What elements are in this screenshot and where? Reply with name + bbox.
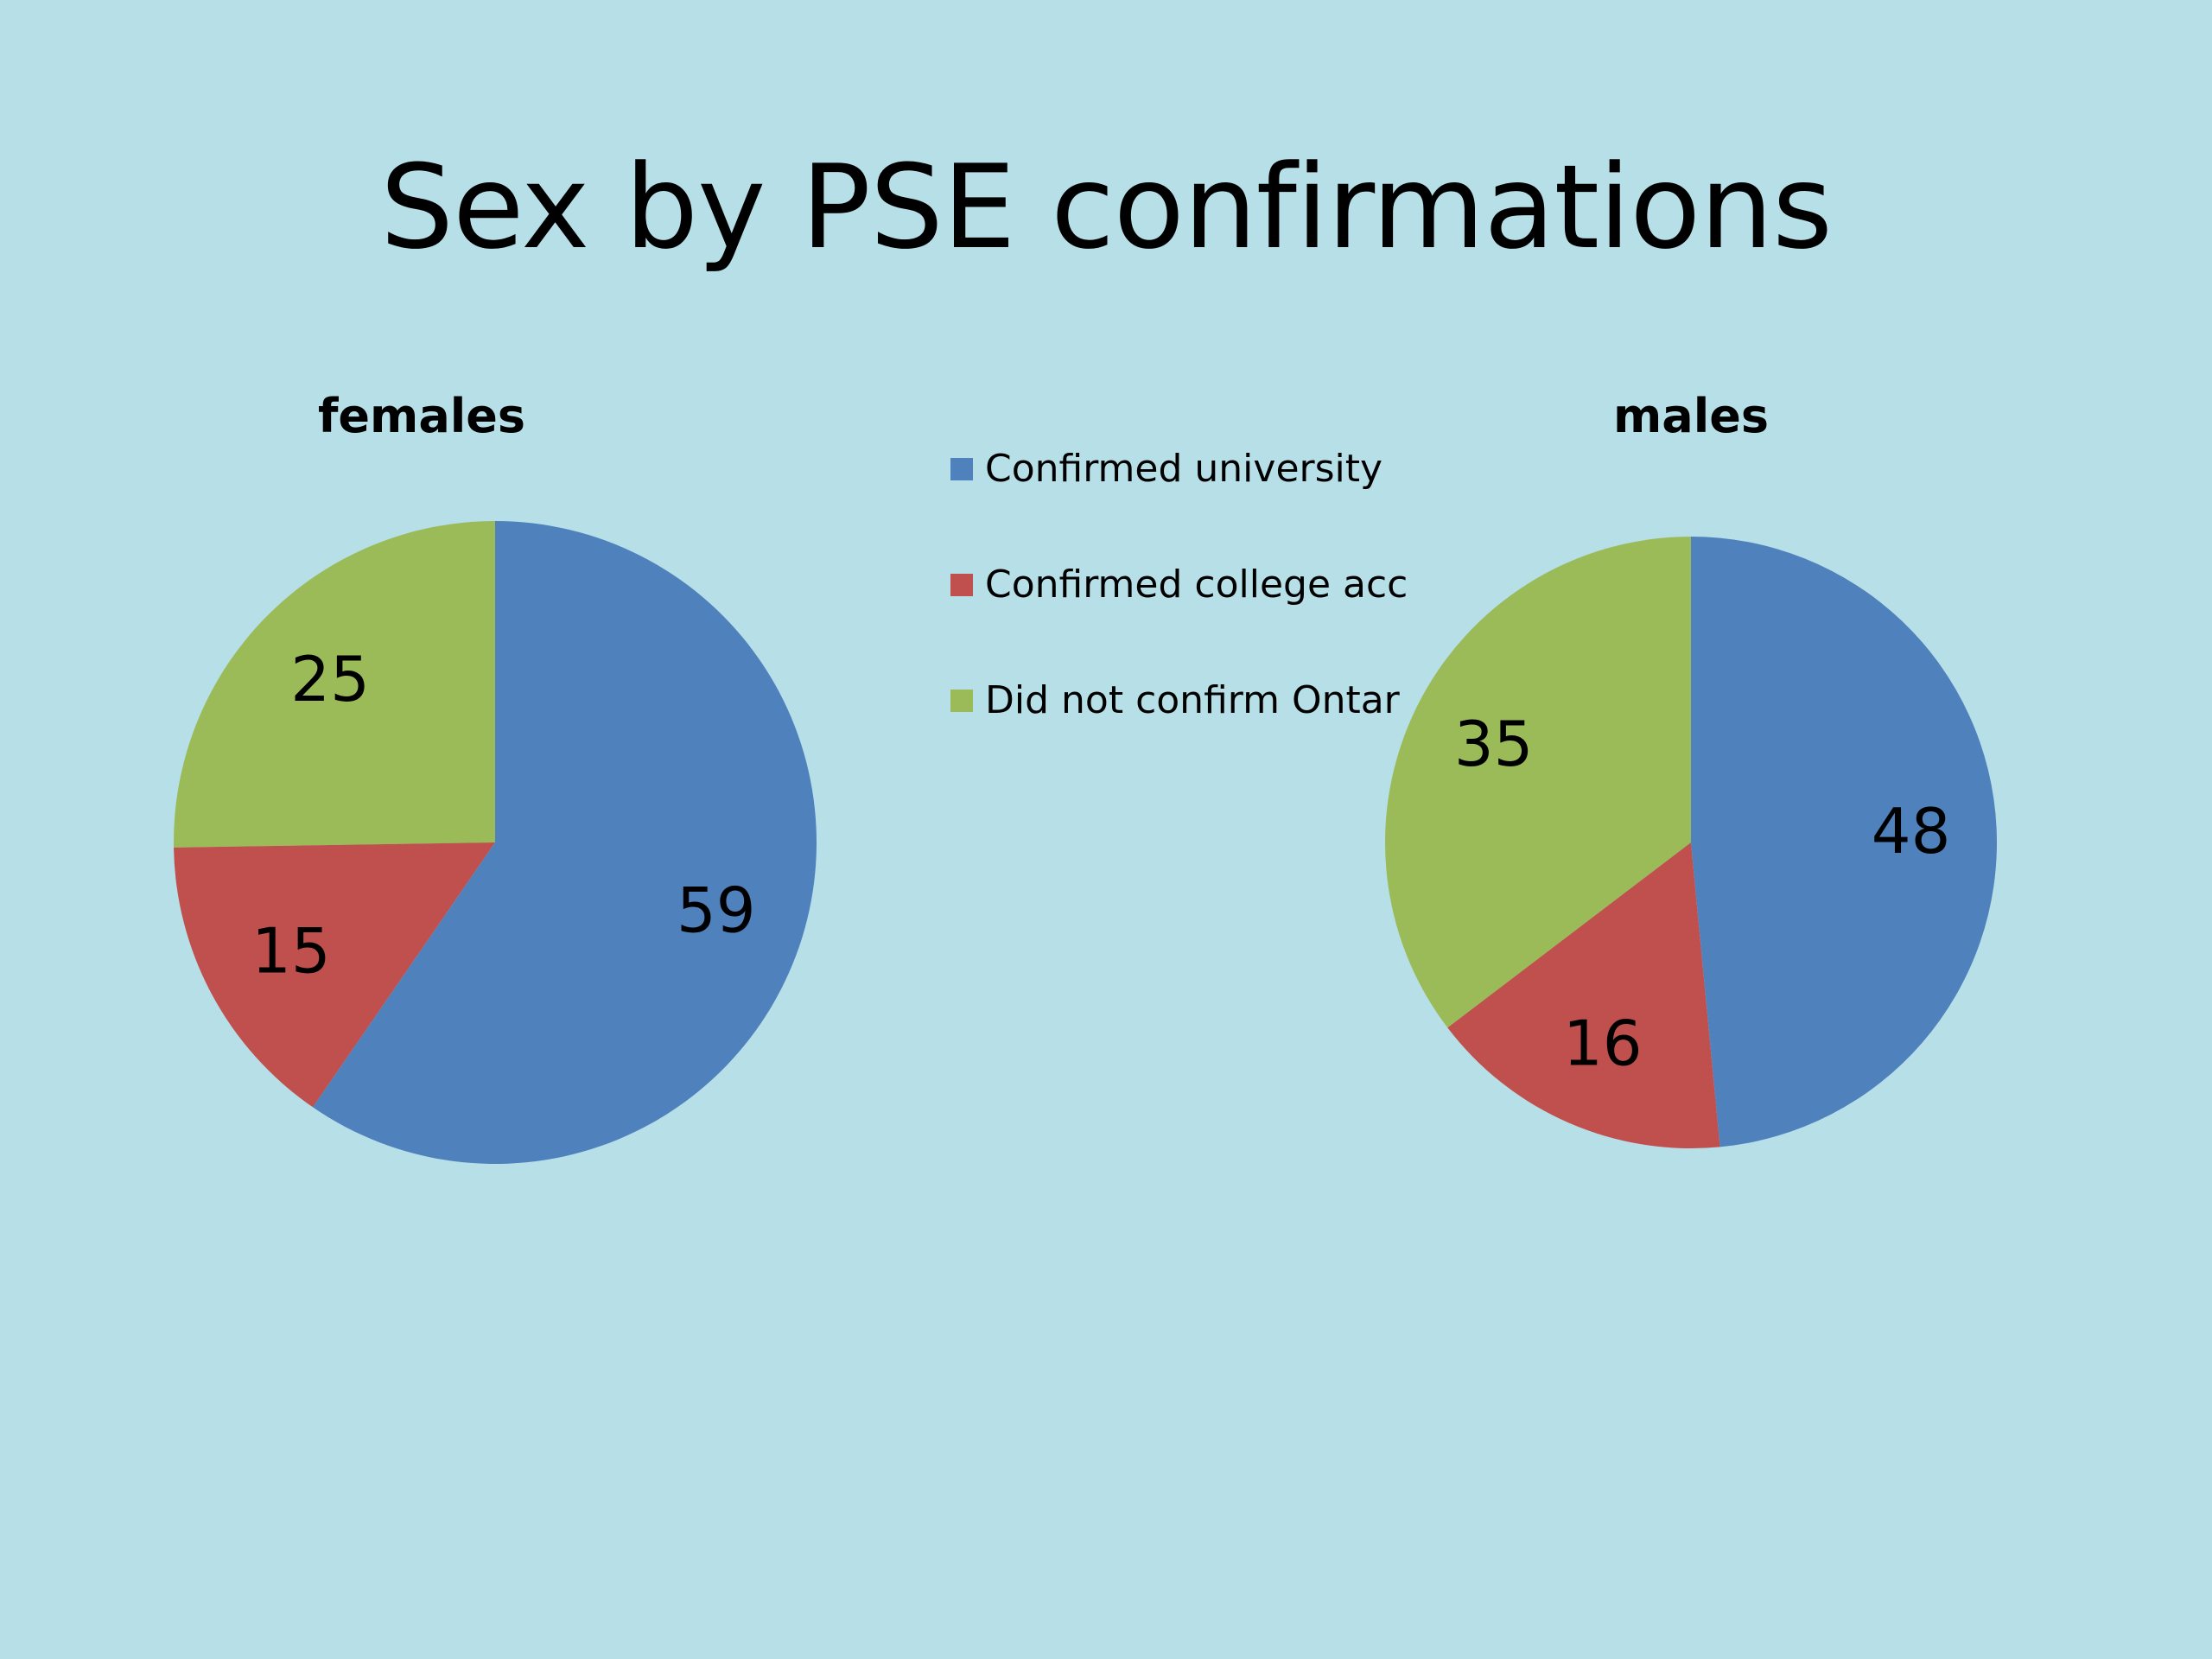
pie-slice-females-did-not-confirm-ontar: [174, 521, 495, 848]
pie-title-females: females: [318, 389, 525, 443]
slide-title: Sex by PSE confirmations: [380, 140, 1833, 275]
data-label-males-did-not-confirm-ontar: 35: [1454, 708, 1534, 780]
data-label-males-confirmed-university: 48: [1872, 795, 1951, 868]
pie-slice-males-confirmed-college-acc: [1447, 842, 1720, 1149]
pie-slice-females-confirmed-college-acc: [174, 842, 496, 1108]
data-label-females-confirmed-university: 59: [677, 874, 756, 947]
pie-title-males: males: [1613, 389, 1769, 443]
pie-slice-males-did-not-confirm-ontar: [1385, 537, 1691, 1028]
pie-chart-females: females 59 15 25: [174, 389, 817, 1164]
legend-swatch-confirmed-college: [950, 574, 973, 596]
pie-slice-females-confirmed-university: [313, 521, 817, 1164]
pie-slice-males-confirmed-university: [1691, 537, 1998, 1147]
legend-swatch-did-not-confirm: [950, 690, 973, 712]
legend-swatch-confirmed-university: [950, 458, 973, 480]
pie-chart-males: males 48 16 35: [1385, 389, 1998, 1149]
data-label-females-confirmed-college-acc: 15: [251, 914, 331, 987]
legend-label-did-not-confirm: Did not confirm Ontar: [985, 678, 1401, 722]
legend-label-confirmed-college: Confirmed college acc: [985, 563, 1408, 607]
data-label-males-confirmed-college-acc: 16: [1563, 1007, 1643, 1079]
data-label-females-did-not-confirm-ontar: 25: [290, 643, 370, 715]
legend-label-confirmed-university: Confirmed university: [985, 447, 1382, 491]
legend: Confirmed university Confirmed college a…: [950, 447, 1408, 722]
